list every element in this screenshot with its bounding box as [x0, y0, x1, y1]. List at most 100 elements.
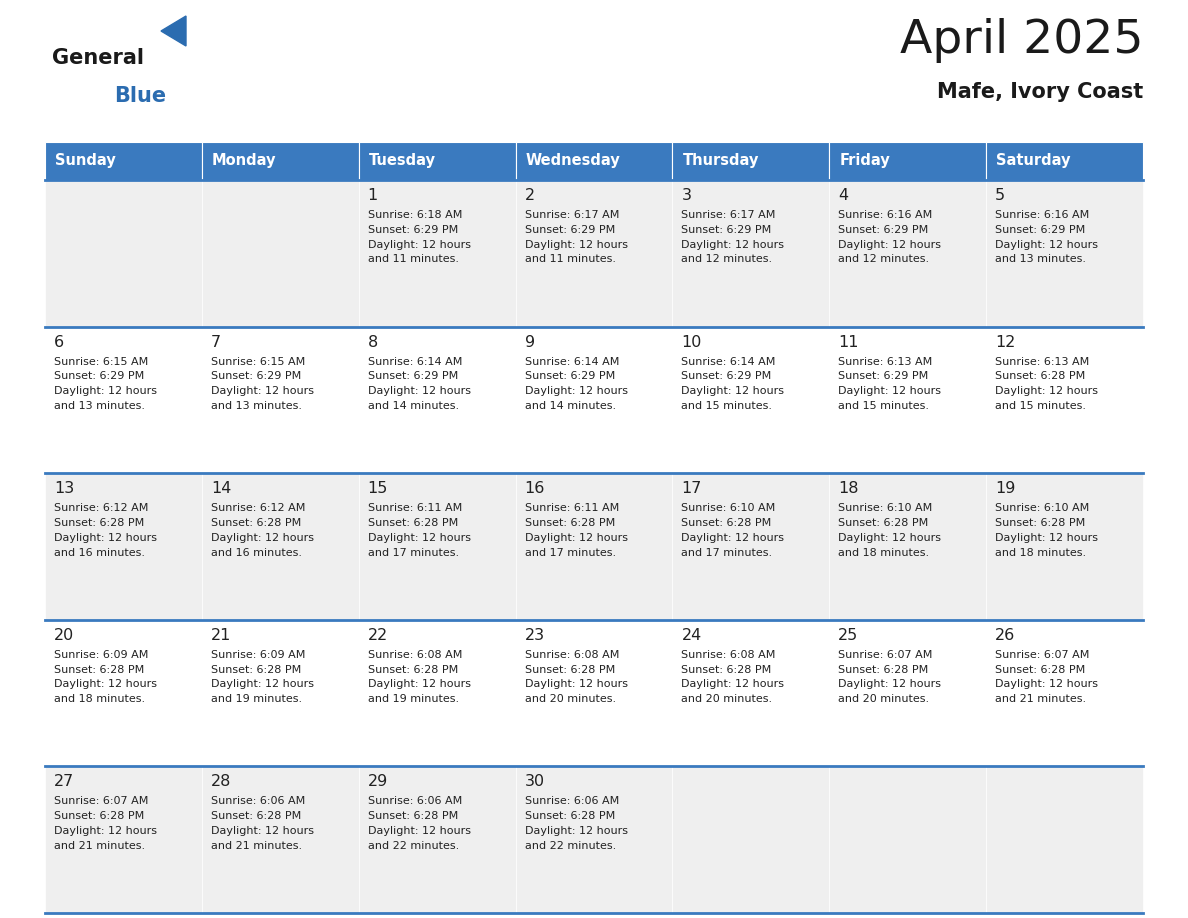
Text: Sunrise: 6:17 AM
Sunset: 6:29 PM
Daylight: 12 hours
and 12 minutes.: Sunrise: 6:17 AM Sunset: 6:29 PM Dayligh…	[682, 210, 784, 264]
Bar	[516, 767, 672, 913]
Bar	[45, 473, 202, 620]
Text: 30: 30	[525, 775, 544, 789]
Bar	[986, 473, 1143, 620]
Bar	[202, 473, 359, 620]
Bar	[516, 620, 672, 767]
Bar	[516, 327, 672, 473]
Bar	[986, 142, 1143, 180]
Text: Friday: Friday	[839, 153, 890, 169]
Text: Sunrise: 6:10 AM
Sunset: 6:28 PM
Daylight: 12 hours
and 18 minutes.: Sunrise: 6:10 AM Sunset: 6:28 PM Dayligh…	[839, 503, 941, 557]
Bar	[45, 327, 202, 473]
Bar	[45, 767, 202, 913]
Text: General: General	[52, 48, 144, 68]
Text: 3: 3	[682, 188, 691, 203]
Text: 29: 29	[368, 775, 388, 789]
Text: Sunrise: 6:08 AM
Sunset: 6:28 PM
Daylight: 12 hours
and 20 minutes.: Sunrise: 6:08 AM Sunset: 6:28 PM Dayligh…	[682, 650, 784, 704]
Text: Sunrise: 6:09 AM
Sunset: 6:28 PM
Daylight: 12 hours
and 18 minutes.: Sunrise: 6:09 AM Sunset: 6:28 PM Dayligh…	[53, 650, 157, 704]
Text: Sunrise: 6:06 AM
Sunset: 6:28 PM
Daylight: 12 hours
and 21 minutes.: Sunrise: 6:06 AM Sunset: 6:28 PM Dayligh…	[210, 797, 314, 851]
Text: Sunrise: 6:15 AM
Sunset: 6:29 PM
Daylight: 12 hours
and 13 minutes.: Sunrise: 6:15 AM Sunset: 6:29 PM Dayligh…	[210, 356, 314, 411]
Text: 20: 20	[53, 628, 74, 643]
Text: Sunrise: 6:10 AM
Sunset: 6:28 PM
Daylight: 12 hours
and 17 minutes.: Sunrise: 6:10 AM Sunset: 6:28 PM Dayligh…	[682, 503, 784, 557]
Text: Sunrise: 6:12 AM
Sunset: 6:28 PM
Daylight: 12 hours
and 16 minutes.: Sunrise: 6:12 AM Sunset: 6:28 PM Dayligh…	[53, 503, 157, 557]
Text: 5: 5	[996, 188, 1005, 203]
Bar	[359, 142, 516, 180]
Text: Blue: Blue	[114, 86, 166, 106]
Text: 13: 13	[53, 481, 74, 497]
Bar	[672, 142, 829, 180]
Text: 25: 25	[839, 628, 859, 643]
Bar	[202, 620, 359, 767]
Text: 16: 16	[525, 481, 545, 497]
Polygon shape	[162, 16, 187, 46]
Text: Sunrise: 6:08 AM
Sunset: 6:28 PM
Daylight: 12 hours
and 20 minutes.: Sunrise: 6:08 AM Sunset: 6:28 PM Dayligh…	[525, 650, 627, 704]
Text: Sunrise: 6:14 AM
Sunset: 6:29 PM
Daylight: 12 hours
and 14 minutes.: Sunrise: 6:14 AM Sunset: 6:29 PM Dayligh…	[525, 356, 627, 411]
Text: Sunrise: 6:15 AM
Sunset: 6:29 PM
Daylight: 12 hours
and 13 minutes.: Sunrise: 6:15 AM Sunset: 6:29 PM Dayligh…	[53, 356, 157, 411]
Text: 8: 8	[368, 334, 378, 350]
Bar	[829, 327, 986, 473]
Text: Sunrise: 6:13 AM
Sunset: 6:28 PM
Daylight: 12 hours
and 15 minutes.: Sunrise: 6:13 AM Sunset: 6:28 PM Dayligh…	[996, 356, 1098, 411]
Text: 2: 2	[525, 188, 535, 203]
Text: April 2025: April 2025	[899, 18, 1143, 63]
Text: 27: 27	[53, 775, 74, 789]
Text: Sunrise: 6:09 AM
Sunset: 6:28 PM
Daylight: 12 hours
and 19 minutes.: Sunrise: 6:09 AM Sunset: 6:28 PM Dayligh…	[210, 650, 314, 704]
Text: 22: 22	[368, 628, 388, 643]
Bar	[672, 473, 829, 620]
Bar	[45, 142, 202, 180]
Text: Sunrise: 6:07 AM
Sunset: 6:28 PM
Daylight: 12 hours
and 21 minutes.: Sunrise: 6:07 AM Sunset: 6:28 PM Dayligh…	[53, 797, 157, 851]
Text: Monday: Monday	[211, 153, 277, 169]
Text: Sunrise: 6:16 AM
Sunset: 6:29 PM
Daylight: 12 hours
and 12 minutes.: Sunrise: 6:16 AM Sunset: 6:29 PM Dayligh…	[839, 210, 941, 264]
Bar	[516, 473, 672, 620]
Text: 19: 19	[996, 481, 1016, 497]
Text: 24: 24	[682, 628, 702, 643]
Bar	[829, 767, 986, 913]
Bar	[45, 620, 202, 767]
Text: Sunrise: 6:17 AM
Sunset: 6:29 PM
Daylight: 12 hours
and 11 minutes.: Sunrise: 6:17 AM Sunset: 6:29 PM Dayligh…	[525, 210, 627, 264]
Text: Sunrise: 6:14 AM
Sunset: 6:29 PM
Daylight: 12 hours
and 15 minutes.: Sunrise: 6:14 AM Sunset: 6:29 PM Dayligh…	[682, 356, 784, 411]
Text: Sunrise: 6:06 AM
Sunset: 6:28 PM
Daylight: 12 hours
and 22 minutes.: Sunrise: 6:06 AM Sunset: 6:28 PM Dayligh…	[368, 797, 470, 851]
Bar	[986, 327, 1143, 473]
Bar	[45, 180, 202, 327]
Bar	[202, 327, 359, 473]
Text: 21: 21	[210, 628, 232, 643]
Bar	[829, 473, 986, 620]
Text: Tuesday: Tuesday	[368, 153, 436, 169]
Bar	[829, 142, 986, 180]
Text: 1: 1	[368, 188, 378, 203]
Text: Wednesday: Wednesday	[525, 153, 620, 169]
Text: Sunrise: 6:07 AM
Sunset: 6:28 PM
Daylight: 12 hours
and 21 minutes.: Sunrise: 6:07 AM Sunset: 6:28 PM Dayligh…	[996, 650, 1098, 704]
Text: 18: 18	[839, 481, 859, 497]
Text: Sunrise: 6:16 AM
Sunset: 6:29 PM
Daylight: 12 hours
and 13 minutes.: Sunrise: 6:16 AM Sunset: 6:29 PM Dayligh…	[996, 210, 1098, 264]
Text: 9: 9	[525, 334, 535, 350]
Text: Sunrise: 6:14 AM
Sunset: 6:29 PM
Daylight: 12 hours
and 14 minutes.: Sunrise: 6:14 AM Sunset: 6:29 PM Dayligh…	[368, 356, 470, 411]
Text: Sunrise: 6:08 AM
Sunset: 6:28 PM
Daylight: 12 hours
and 19 minutes.: Sunrise: 6:08 AM Sunset: 6:28 PM Dayligh…	[368, 650, 470, 704]
Bar	[829, 620, 986, 767]
Bar	[672, 180, 829, 327]
Text: Thursday: Thursday	[682, 153, 759, 169]
Text: 28: 28	[210, 775, 232, 789]
Bar	[359, 620, 516, 767]
Text: Sunrise: 6:06 AM
Sunset: 6:28 PM
Daylight: 12 hours
and 22 minutes.: Sunrise: 6:06 AM Sunset: 6:28 PM Dayligh…	[525, 797, 627, 851]
Bar	[359, 327, 516, 473]
Bar	[672, 767, 829, 913]
Text: Sunday: Sunday	[55, 153, 115, 169]
Text: Saturday: Saturday	[997, 153, 1070, 169]
Text: 14: 14	[210, 481, 232, 497]
Text: 26: 26	[996, 628, 1016, 643]
Bar	[202, 767, 359, 913]
Text: Sunrise: 6:07 AM
Sunset: 6:28 PM
Daylight: 12 hours
and 20 minutes.: Sunrise: 6:07 AM Sunset: 6:28 PM Dayligh…	[839, 650, 941, 704]
Text: Sunrise: 6:18 AM
Sunset: 6:29 PM
Daylight: 12 hours
and 11 minutes.: Sunrise: 6:18 AM Sunset: 6:29 PM Dayligh…	[368, 210, 470, 264]
Text: 17: 17	[682, 481, 702, 497]
Text: Sunrise: 6:13 AM
Sunset: 6:29 PM
Daylight: 12 hours
and 15 minutes.: Sunrise: 6:13 AM Sunset: 6:29 PM Dayligh…	[839, 356, 941, 411]
Text: Sunrise: 6:11 AM
Sunset: 6:28 PM
Daylight: 12 hours
and 17 minutes.: Sunrise: 6:11 AM Sunset: 6:28 PM Dayligh…	[525, 503, 627, 557]
Text: 23: 23	[525, 628, 544, 643]
Bar	[359, 767, 516, 913]
Text: Sunrise: 6:10 AM
Sunset: 6:28 PM
Daylight: 12 hours
and 18 minutes.: Sunrise: 6:10 AM Sunset: 6:28 PM Dayligh…	[996, 503, 1098, 557]
Text: Sunrise: 6:11 AM
Sunset: 6:28 PM
Daylight: 12 hours
and 17 minutes.: Sunrise: 6:11 AM Sunset: 6:28 PM Dayligh…	[368, 503, 470, 557]
Bar	[986, 620, 1143, 767]
Text: 4: 4	[839, 188, 848, 203]
Bar	[672, 327, 829, 473]
Text: 6: 6	[53, 334, 64, 350]
Text: Sunrise: 6:12 AM
Sunset: 6:28 PM
Daylight: 12 hours
and 16 minutes.: Sunrise: 6:12 AM Sunset: 6:28 PM Dayligh…	[210, 503, 314, 557]
Bar	[986, 767, 1143, 913]
Bar	[829, 180, 986, 327]
